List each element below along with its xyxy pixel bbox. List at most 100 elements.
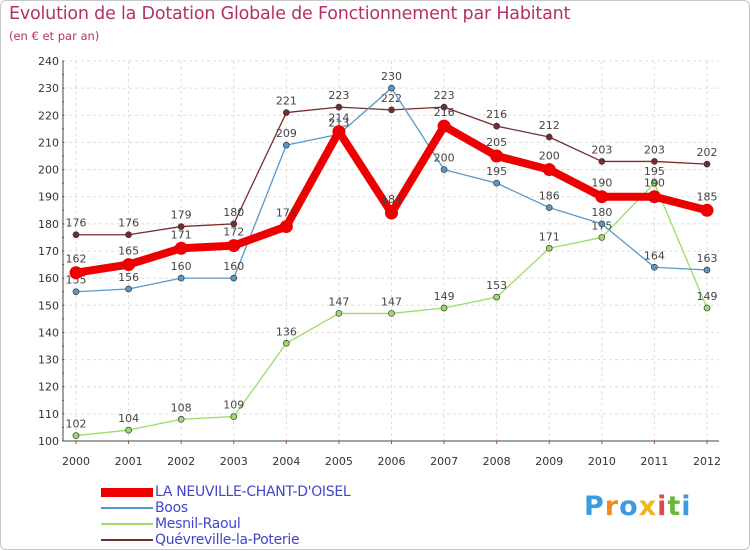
data-point <box>282 141 290 149</box>
data-point <box>177 223 185 230</box>
y-tick-label: 110 <box>38 408 59 421</box>
x-tick-label: 2007 <box>430 455 458 468</box>
data-label: 171 <box>539 230 560 243</box>
data-label: 180 <box>223 206 244 219</box>
data-label: 203 <box>591 143 612 156</box>
y-tick-label: 130 <box>38 354 59 367</box>
data-label: 212 <box>539 119 560 132</box>
data-point <box>72 288 80 296</box>
data-point <box>332 125 346 139</box>
data-point <box>647 190 661 204</box>
y-tick-label: 140 <box>38 326 59 339</box>
data-point <box>230 220 238 228</box>
data-point <box>335 103 343 111</box>
data-label: 164 <box>644 249 665 262</box>
y-tick-label: 190 <box>38 191 59 204</box>
data-point <box>174 241 188 255</box>
y-tick-label: 240 <box>38 55 59 68</box>
data-label: 108 <box>171 401 192 414</box>
data-point <box>227 239 241 253</box>
data-label: 172 <box>223 226 244 239</box>
y-tick-label: 120 <box>38 381 59 394</box>
data-point <box>177 415 185 423</box>
data-point <box>335 310 343 317</box>
legend-label: Mesnil-Raoul <box>155 516 241 532</box>
chart-subtitle: (en € et par an) <box>9 29 100 43</box>
data-label: 149 <box>697 290 718 303</box>
data-label: 180 <box>591 206 612 219</box>
data-label: 216 <box>434 106 455 119</box>
data-point <box>230 274 238 282</box>
data-point <box>542 163 556 177</box>
data-point <box>595 190 609 204</box>
data-point <box>703 304 711 312</box>
data-label: 200 <box>434 152 455 165</box>
legend-swatch <box>101 523 153 525</box>
data-label: 200 <box>539 150 560 163</box>
data-point <box>440 103 448 111</box>
logo-letter: i <box>657 491 668 522</box>
data-label: 209 <box>276 127 297 140</box>
data-point <box>69 266 83 280</box>
y-tick-label: 210 <box>38 136 59 149</box>
legend-label: LA NEUVILLE-CHANT-D'OISEL <box>155 484 351 500</box>
y-tick-label: 180 <box>38 218 59 231</box>
data-point <box>598 220 606 228</box>
data-label: 214 <box>328 112 349 125</box>
data-label: 147 <box>381 295 402 308</box>
data-label: 102 <box>66 418 87 431</box>
data-label: 160 <box>171 260 192 273</box>
data-point <box>700 203 714 217</box>
data-label: 136 <box>276 325 297 338</box>
data-point <box>125 231 132 239</box>
data-label: 171 <box>171 228 192 241</box>
data-point <box>125 426 132 434</box>
legend-swatch <box>101 539 153 541</box>
data-point <box>388 84 395 92</box>
data-label: 195 <box>486 165 507 178</box>
data-point <box>490 149 504 163</box>
data-label: 202 <box>697 146 718 159</box>
x-tick-label: 2001 <box>115 455 143 468</box>
x-tick-label: 2009 <box>535 455 563 468</box>
x-tick-label: 2000 <box>62 455 90 468</box>
y-tick-label: 200 <box>38 164 59 177</box>
data-point <box>385 206 398 220</box>
data-label: 149 <box>434 290 455 303</box>
data-point <box>230 413 238 420</box>
data-point <box>651 263 658 271</box>
data-point <box>122 258 136 272</box>
data-label: 223 <box>434 89 455 102</box>
data-point <box>493 293 501 301</box>
x-tick-label: 2010 <box>588 455 616 468</box>
data-label: 190 <box>644 177 665 190</box>
data-point <box>651 179 658 187</box>
logo-letter: P <box>584 491 605 522</box>
logo-letter: o <box>619 491 639 522</box>
data-point <box>651 158 658 165</box>
data-label: 109 <box>223 399 244 412</box>
data-label: 147 <box>328 295 349 308</box>
data-point <box>282 339 290 347</box>
y-tick-label: 150 <box>38 299 59 312</box>
data-point <box>545 244 553 252</box>
data-point <box>72 231 80 239</box>
x-tick-label: 2006 <box>378 455 406 468</box>
legend-swatch <box>101 507 153 509</box>
data-point <box>545 204 553 211</box>
data-point <box>598 158 606 165</box>
data-label: 155 <box>66 274 87 287</box>
logo-letter: r <box>604 491 620 522</box>
data-label: 203 <box>644 143 665 156</box>
data-point <box>279 220 293 234</box>
data-label: 176 <box>118 217 139 230</box>
data-point <box>437 119 451 133</box>
data-point <box>598 234 606 241</box>
data-label: 162 <box>66 253 87 266</box>
x-tick-label: 2004 <box>272 455 300 468</box>
data-label: 221 <box>276 95 297 108</box>
data-label: 153 <box>486 279 507 292</box>
data-label: 179 <box>171 209 192 222</box>
legend-label: Boos <box>155 500 188 516</box>
